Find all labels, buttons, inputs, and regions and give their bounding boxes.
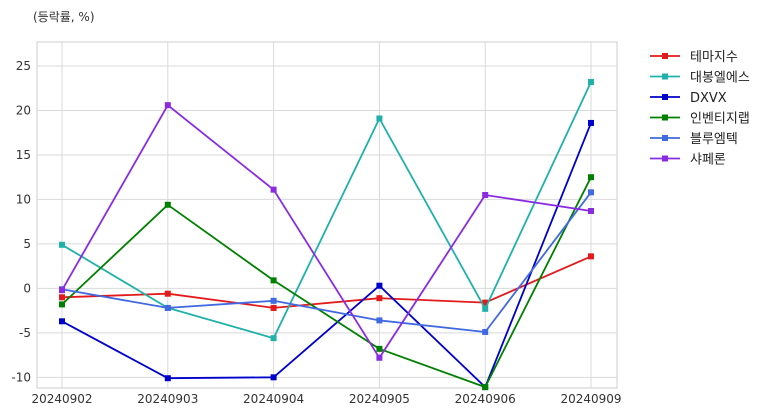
series-line	[61, 104, 592, 359]
series-line	[61, 255, 592, 309]
x-tick-label: 20240906	[455, 392, 516, 406]
data-point	[270, 374, 277, 381]
data-point	[376, 354, 383, 361]
legend-marker	[662, 94, 668, 100]
x-axis-ticks: 20240902 20240903 20240904 20240905 20240906…	[31, 392, 621, 406]
data-point	[270, 277, 277, 284]
data-point	[164, 304, 171, 311]
data-point	[588, 174, 594, 181]
legend-label: 대봉엘에스	[690, 71, 750, 86]
x-tick-label: 20240903	[137, 392, 198, 406]
data-point	[588, 207, 594, 214]
legend-marker	[662, 73, 668, 80]
series-6	[59, 102, 594, 361]
series-line	[61, 81, 592, 340]
series-1	[59, 253, 594, 311]
y-tick-label: 10	[16, 192, 31, 206]
x-tick-label: 20240909	[560, 392, 621, 406]
y-tick-label: 15	[16, 148, 31, 162]
x-tick-label: 20240902	[31, 392, 92, 406]
data-point	[376, 282, 383, 289]
data-point	[376, 345, 383, 352]
series-4	[59, 174, 594, 391]
series-lines	[59, 79, 594, 391]
legend-label: 테마지수	[690, 50, 738, 65]
data-point	[482, 305, 489, 312]
data-point	[482, 299, 489, 306]
legend-label: 블루엠텍	[690, 132, 738, 147]
legend-marker	[662, 53, 668, 59]
series-line	[61, 176, 592, 389]
legend-label: 샤페론	[690, 153, 726, 168]
legend-marker	[662, 155, 668, 162]
data-point	[59, 301, 65, 308]
legend-item: DXVX	[650, 91, 727, 106]
data-point	[376, 295, 383, 302]
legend-marker	[662, 114, 668, 121]
legend-item: 블루엠텍	[650, 132, 738, 147]
data-point	[164, 290, 171, 297]
unit-label: (등락률, %)	[33, 10, 95, 24]
legend-marker	[662, 135, 668, 141]
series-line	[61, 191, 592, 333]
y-tick-label: 20	[16, 103, 31, 117]
data-point	[270, 335, 277, 342]
x-tick-label: 20240905	[349, 392, 410, 406]
y-tick-label: 0	[23, 281, 31, 295]
x-tick-label: 20240904	[243, 392, 304, 406]
legend-item: 샤페론	[650, 153, 726, 168]
data-point	[482, 191, 489, 198]
data-point	[59, 318, 65, 325]
data-point	[588, 189, 594, 196]
y-axis-ticks: -10 -5 0 5 10 15 20 25	[11, 59, 31, 384]
legend-item: 테마지수	[650, 50, 738, 65]
data-point	[59, 294, 65, 301]
data-point	[270, 186, 277, 193]
y-tick-label: -5	[19, 326, 31, 340]
data-point	[482, 328, 489, 335]
y-tick-label: 25	[16, 59, 31, 73]
series-line	[61, 122, 592, 389]
data-point	[588, 79, 594, 86]
data-point	[164, 375, 171, 382]
data-point	[270, 297, 277, 304]
data-point	[59, 287, 65, 294]
legend-item: 인벤티지랩	[650, 112, 750, 127]
plot-area	[36, 41, 618, 389]
data-point	[482, 384, 489, 391]
y-tick-label: 5	[23, 237, 31, 251]
data-point	[164, 201, 171, 208]
y-tick-label: -10	[11, 370, 31, 384]
data-point	[588, 119, 594, 126]
data-point	[164, 102, 171, 109]
data-point	[270, 304, 277, 311]
legend-label: DXVX	[690, 91, 727, 106]
legend-label: 인벤티지랩	[690, 112, 750, 127]
data-point	[59, 241, 65, 248]
data-point	[376, 317, 383, 324]
data-point	[376, 115, 383, 122]
legend-item: 대봉엘에스	[650, 71, 750, 86]
data-point	[588, 253, 594, 260]
